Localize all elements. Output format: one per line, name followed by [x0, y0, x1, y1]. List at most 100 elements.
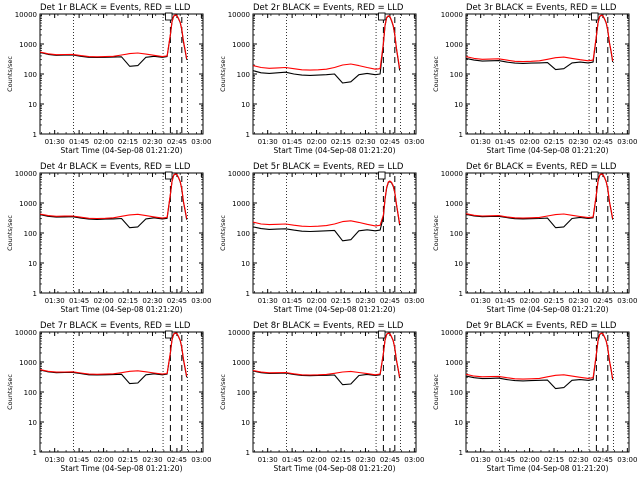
x-tick-label: 02:00 [519, 456, 539, 464]
series-line-events [39, 332, 188, 385]
x-tick-label: 02:15 [331, 297, 351, 305]
y-tick-label: 10000 [441, 11, 463, 19]
x-tick-label: 02:45 [380, 297, 400, 305]
x-tick-label: 02:00 [306, 138, 326, 146]
interval-box [378, 330, 386, 339]
x-tick-label: 02:00 [93, 138, 113, 146]
x-tick-label: 02:15 [118, 138, 138, 146]
series-line-lld [252, 180, 401, 228]
y-tick-label: 10 [241, 101, 250, 109]
y-tick-label: 10 [454, 419, 463, 427]
y-tick-label: 10000 [441, 329, 463, 337]
y-axis-label: Counts/sec [432, 56, 440, 92]
x-tick-label: 02:30 [142, 138, 162, 146]
axes-frame [252, 172, 417, 294]
y-tick-label: 100 [24, 389, 37, 397]
interval-box [165, 330, 173, 339]
x-tick-label: 02:00 [93, 456, 113, 464]
x-axis-label: Start Time (04-Sep-08 01:21:20) [487, 464, 609, 473]
interval-box [165, 171, 173, 180]
panel-det-4r: Det 4r BLACK = Events, RED = LLD 1 10 100 10… [6, 162, 211, 314]
x-tick-label: 02:30 [568, 138, 588, 146]
y-tick-label: 1000 [445, 359, 463, 367]
x-tick-label: 02:15 [544, 297, 564, 305]
y-tick-label: 1 [33, 449, 37, 457]
x-tick-label: 03:00 [404, 456, 424, 464]
y-tick-label: 1 [246, 290, 250, 298]
x-axis-label: Start Time (04-Sep-08 01:21:20) [61, 464, 183, 473]
y-tick-label: 10000 [15, 329, 37, 337]
y-tick-label: 1000 [445, 200, 463, 208]
x-tick-label: 03:00 [404, 138, 424, 146]
y-tick-label: 100 [450, 230, 463, 238]
y-tick-label: 100 [450, 389, 463, 397]
series-line-events [465, 332, 614, 390]
x-axis-label: Start Time (04-Sep-08 01:21:20) [487, 305, 609, 314]
y-tick-label: 1000 [232, 41, 250, 49]
x-tick-label: 02:15 [544, 138, 564, 146]
y-tick-label: 1 [459, 131, 463, 139]
x-tick-label: 03:00 [404, 297, 424, 305]
y-tick-label: 10000 [441, 170, 463, 178]
x-tick-label: 02:00 [93, 297, 113, 305]
x-tick-label: 03:00 [617, 456, 637, 464]
panel-title: Det 7r BLACK = Events, RED = LLD [40, 321, 191, 331]
x-axis-label: Start Time (04-Sep-08 01:21:20) [61, 146, 183, 155]
x-tick-label: 01:30 [45, 297, 65, 305]
x-tick-label: 02:30 [568, 456, 588, 464]
axes-frame [465, 13, 630, 135]
y-tick-label: 1000 [445, 41, 463, 49]
y-tick-label: 1000 [19, 41, 37, 49]
x-tick-label: 02:00 [306, 297, 326, 305]
series-line-lld [39, 14, 188, 59]
x-tick-label: 02:45 [167, 297, 187, 305]
y-tick-label: 10000 [228, 329, 250, 337]
x-tick-label: 01:45 [69, 297, 89, 305]
y-tick-label: 1 [459, 449, 463, 457]
panel-det-1r: Det 1r BLACK = Events, RED = LLD 1 10 100 10… [6, 3, 211, 155]
panel-title: Det 6r BLACK = Events, RED = LLD [466, 162, 617, 172]
x-tick-label: 02:45 [380, 138, 400, 146]
x-tick-label: 03:00 [191, 456, 211, 464]
interval-box [591, 171, 599, 180]
x-tick-label: 03:00 [617, 297, 637, 305]
series-line-lld [39, 173, 188, 220]
series-line-lld [465, 173, 614, 219]
x-tick-label: 01:45 [69, 456, 89, 464]
x-tick-label: 01:45 [282, 456, 302, 464]
y-tick-label: 1 [246, 449, 250, 457]
axes-frame [465, 331, 630, 453]
interval-box [378, 12, 386, 21]
x-tick-label: 01:45 [495, 297, 515, 305]
x-tick-label: 02:45 [380, 456, 400, 464]
y-tick-label: 100 [237, 230, 250, 238]
panel-det-3r: Det 3r BLACK = Events, RED = LLD 1 10 100 10… [432, 3, 637, 155]
x-tick-label: 01:45 [495, 138, 515, 146]
y-axis-label: Counts/sec [6, 56, 14, 92]
y-tick-label: 10 [454, 101, 463, 109]
y-tick-label: 1000 [19, 359, 37, 367]
x-tick-label: 01:30 [258, 138, 278, 146]
y-axis-label: Counts/sec [219, 374, 227, 410]
x-tick-label: 02:30 [355, 138, 375, 146]
y-tick-label: 100 [24, 230, 37, 238]
y-tick-label: 100 [450, 71, 463, 79]
panel-det-7r: Det 7r BLACK = Events, RED = LLD 1 10 100 10… [6, 321, 211, 473]
x-axis-label: Start Time (04-Sep-08 01:21:20) [274, 146, 396, 155]
x-tick-label: 02:45 [167, 138, 187, 146]
x-tick-label: 02:45 [593, 456, 613, 464]
x-tick-label: 01:45 [495, 456, 515, 464]
axes-frame [39, 13, 204, 135]
series-line-events [465, 173, 614, 229]
panel-title: Det 8r BLACK = Events, RED = LLD [253, 321, 404, 331]
axes-frame [39, 331, 204, 453]
y-axis-label: Counts/sec [432, 215, 440, 251]
y-tick-label: 1 [246, 131, 250, 139]
panel-title: Det 2r BLACK = Events, RED = LLD [253, 3, 404, 13]
series-line-lld [252, 332, 401, 378]
y-tick-label: 10000 [228, 11, 250, 19]
y-axis-label: Counts/sec [6, 215, 14, 251]
x-axis-label: Start Time (04-Sep-08 01:21:20) [274, 305, 396, 314]
y-tick-label: 10 [454, 260, 463, 268]
